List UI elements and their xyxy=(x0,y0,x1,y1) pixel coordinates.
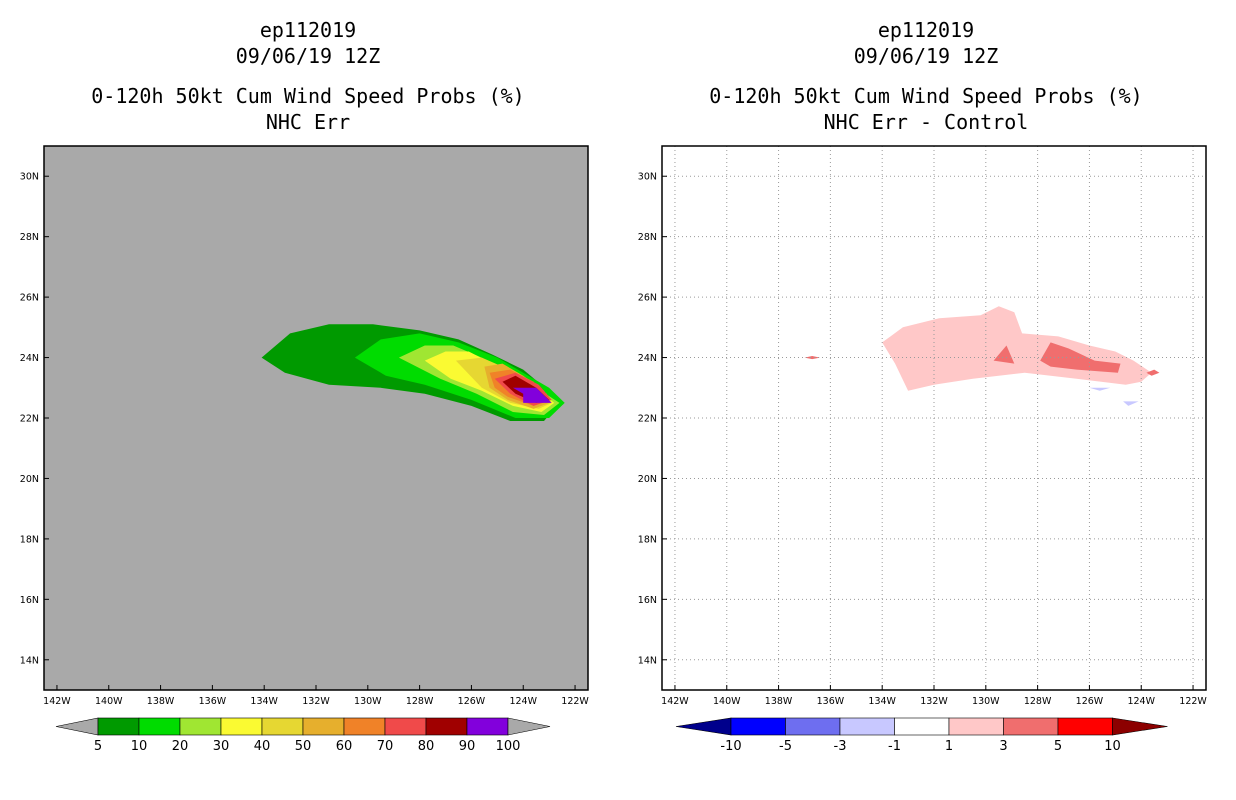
legend-label: -3 xyxy=(834,739,847,754)
x-tick-label: 122W xyxy=(561,696,589,707)
x-tick-label: 138W xyxy=(765,696,793,707)
y-tick-label: 28N xyxy=(638,232,657,243)
x-tick-label: 140W xyxy=(95,696,123,707)
legend-label: 5 xyxy=(94,739,102,754)
contour-layer xyxy=(804,306,1160,406)
legend-label: 90 xyxy=(459,739,476,754)
x-tick-label: 136W xyxy=(817,696,845,707)
legend-label: -10 xyxy=(720,739,741,754)
y-tick-label: 16N xyxy=(20,595,39,606)
legend-label: 50 xyxy=(295,739,312,754)
y-tick-label: 30N xyxy=(20,172,39,183)
legend-arrow-right xyxy=(1112,717,1168,736)
legend-label: 10 xyxy=(1104,739,1121,754)
legend-label: 80 xyxy=(418,739,435,754)
legend-swatch xyxy=(785,717,841,736)
x-tick-label: 138W xyxy=(147,696,175,707)
legend-swatch xyxy=(1057,717,1113,736)
legend-arrow-left xyxy=(675,717,732,736)
y-tick-label: 22N xyxy=(20,414,39,425)
x-tick-label: 130W xyxy=(354,696,382,707)
contour-3-5-d xyxy=(804,356,820,360)
y-tick-label: 24N xyxy=(638,353,657,364)
legend-swatch xyxy=(839,717,895,736)
legend-label: 30 xyxy=(213,739,230,754)
x-tick-label: 124W xyxy=(509,696,537,707)
y-tick-label: 20N xyxy=(638,474,657,485)
x-tick-label: 130W xyxy=(972,696,1000,707)
contour--3--1-a xyxy=(1089,387,1111,391)
y-tick-label: 22N xyxy=(638,414,657,425)
legend-label: -5 xyxy=(779,739,792,754)
left-panel-title: ep112019 09/06/19 12Z 0-120h 50kt Cum Wi… xyxy=(28,17,588,135)
y-tick-label: 26N xyxy=(638,293,657,304)
plot-background xyxy=(44,146,588,690)
x-tick-label: 132W xyxy=(302,696,330,707)
right-storm-id: ep112019 xyxy=(877,18,975,42)
contour--3--1-b xyxy=(1123,401,1139,406)
y-tick-label: 18N xyxy=(20,534,39,545)
y-tick-label: 14N xyxy=(638,655,657,666)
x-tick-label: 128W xyxy=(406,696,434,707)
y-tick-label: 18N xyxy=(638,534,657,545)
contour-layer xyxy=(261,324,565,421)
left-chart-subtitle: NHC Err xyxy=(265,110,351,134)
legend-swatch xyxy=(730,717,786,736)
legend-label: 20 xyxy=(172,739,189,754)
right-chart-title: 0-120h 50kt Cum Wind Speed Probs (%) xyxy=(709,84,1143,108)
y-tick-label: 14N xyxy=(20,655,39,666)
legend-label: 40 xyxy=(254,739,271,754)
contour-3-5-a xyxy=(993,345,1015,364)
x-tick-label: 136W xyxy=(199,696,227,707)
contour-90-100 xyxy=(512,387,552,403)
right-panel-title: ep112019 09/06/19 12Z 0-120h 50kt Cum Wi… xyxy=(646,17,1206,135)
y-tick-label: 28N xyxy=(20,232,39,243)
legend-swatch xyxy=(1003,717,1059,736)
right-date: 09/06/19 12Z xyxy=(853,44,999,68)
x-tick-label: 122W xyxy=(1179,696,1207,707)
y-tick-label: 20N xyxy=(20,474,39,485)
x-tick-label: 126W xyxy=(1076,696,1104,707)
x-tick-label: 124W xyxy=(1127,696,1155,707)
legend-label: 5 xyxy=(1054,739,1062,754)
legend-label: 3 xyxy=(999,739,1007,754)
left-chart-title: 0-120h 50kt Cum Wind Speed Probs (%) xyxy=(91,84,525,108)
y-tick-label: 30N xyxy=(638,172,657,183)
contour-3-5-b xyxy=(1040,342,1121,373)
legend-label: 70 xyxy=(377,739,394,754)
right-chart-subtitle: NHC Err - Control xyxy=(823,110,1029,134)
x-tick-label: 140W xyxy=(713,696,741,707)
legend-label: 60 xyxy=(336,739,353,754)
legend-label: 10 xyxy=(131,739,148,754)
legend-label: 100 xyxy=(496,739,521,754)
x-tick-label: 142W xyxy=(661,696,689,707)
contour-3-5-c xyxy=(1146,369,1160,376)
y-tick-label: 24N xyxy=(20,353,39,364)
x-tick-label: 134W xyxy=(250,696,278,707)
legend-swatch xyxy=(948,717,1004,736)
y-tick-label: 26N xyxy=(20,293,39,304)
legend-label: -1 xyxy=(888,739,901,754)
x-tick-label: 132W xyxy=(920,696,948,707)
x-tick-label: 134W xyxy=(868,696,896,707)
x-tick-label: 128W xyxy=(1024,696,1052,707)
legend-label: 1 xyxy=(945,739,953,754)
y-tick-label: 16N xyxy=(638,595,657,606)
left-storm-id: ep112019 xyxy=(259,18,357,42)
left-date: 09/06/19 12Z xyxy=(235,44,381,68)
x-tick-label: 142W xyxy=(43,696,71,707)
x-tick-label: 126W xyxy=(458,696,486,707)
legend-arrow-right xyxy=(507,717,551,736)
legend-swatch xyxy=(894,717,950,736)
